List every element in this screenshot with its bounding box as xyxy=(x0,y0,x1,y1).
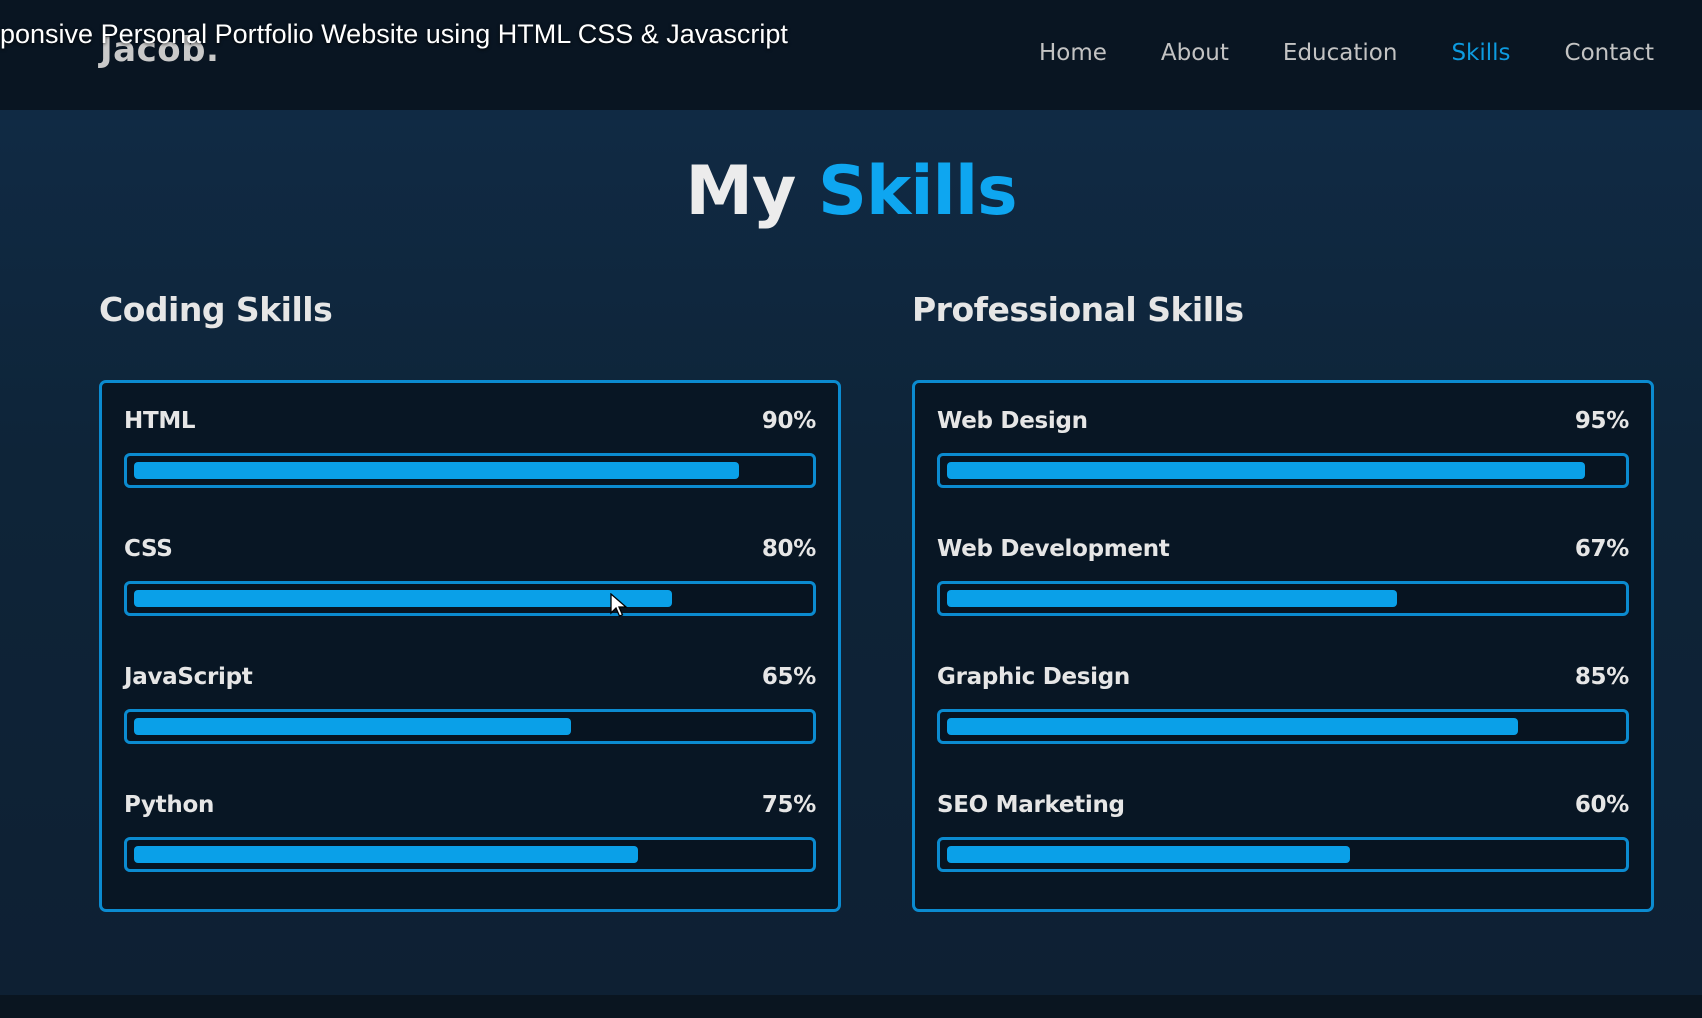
progress-bar xyxy=(937,837,1629,872)
skill-percent: 75% xyxy=(761,792,816,818)
skill-percent: 60% xyxy=(1574,792,1629,818)
progress-fill xyxy=(947,718,1519,735)
coding-skills-title: Coding Skills xyxy=(99,290,333,329)
skill-item: Graphic Design 85% xyxy=(937,661,1629,789)
skill-item: CSS 80% xyxy=(124,533,816,661)
skill-name: Python xyxy=(124,792,215,818)
nav-home[interactable]: Home xyxy=(1038,40,1107,66)
coding-skills-box: HTML 90% CSS 80% JavaScript 65% Python 75% xyxy=(99,380,841,912)
progress-bar xyxy=(937,581,1629,616)
skill-percent: 85% xyxy=(1574,664,1629,690)
professional-skills-title: Professional Skills xyxy=(912,290,1244,329)
progress-fill xyxy=(947,462,1586,479)
skill-item: HTML 90% xyxy=(124,405,816,533)
skills-section: My Skills Coding Skills HTML 90% CSS 80% J… xyxy=(0,110,1702,995)
nav-about[interactable]: About xyxy=(1160,40,1229,66)
progress-fill xyxy=(947,590,1398,607)
main-nav: Home About Education Skills Contact xyxy=(1039,40,1654,66)
progress-fill xyxy=(134,462,739,479)
progress-fill xyxy=(134,846,638,863)
progress-bar xyxy=(124,837,816,872)
video-title-overlay: ponsive Personal Portfolio Website using… xyxy=(0,19,788,49)
nav-education[interactable]: Education xyxy=(1282,40,1398,66)
skill-name: Graphic Design xyxy=(937,664,1131,690)
progress-fill xyxy=(134,718,571,735)
heading-part-skills: Skills xyxy=(818,152,1018,231)
section-heading: My Skills xyxy=(0,152,1702,231)
mouse-cursor-icon xyxy=(610,593,628,617)
skill-name: JavaScript xyxy=(124,664,253,690)
professional-skills-column: Professional Skills Web Design 95% Web De… xyxy=(912,290,1654,912)
progress-bar xyxy=(124,453,816,488)
progress-bar xyxy=(937,453,1629,488)
progress-bar xyxy=(124,709,816,744)
skill-item: Web Development 67% xyxy=(937,533,1629,661)
skill-percent: 90% xyxy=(761,408,816,434)
skill-item: Web Design 95% xyxy=(937,405,1629,533)
progress-bar xyxy=(124,581,816,616)
skill-percent: 67% xyxy=(1574,536,1629,562)
skill-name: HTML xyxy=(124,408,196,434)
progress-fill xyxy=(134,590,672,607)
skill-percent: 95% xyxy=(1574,408,1629,434)
skill-percent: 65% xyxy=(761,664,816,690)
skill-name: CSS xyxy=(124,536,173,562)
skill-item: Python 75% xyxy=(124,789,816,917)
coding-skills-column: Coding Skills HTML 90% CSS 80% JavaScript 6… xyxy=(99,290,841,912)
progress-fill xyxy=(947,846,1351,863)
skill-name: Web Design xyxy=(937,408,1088,434)
skill-item: JavaScript 65% xyxy=(124,661,816,789)
page-bottom-strip xyxy=(0,995,1702,1018)
professional-skills-box: Web Design 95% Web Development 67% Graphic… xyxy=(912,380,1654,912)
heading-part-my: My xyxy=(685,152,796,231)
skill-name: Web Development xyxy=(937,536,1170,562)
skill-percent: 80% xyxy=(761,536,816,562)
skill-name: SEO Marketing xyxy=(937,792,1125,818)
nav-contact[interactable]: Contact xyxy=(1564,40,1654,66)
site-header: Jacob. Home About Education Skills Conta… xyxy=(0,0,1702,110)
skill-item: SEO Marketing 60% xyxy=(937,789,1629,917)
nav-skills[interactable]: Skills xyxy=(1451,40,1511,66)
site-logo[interactable]: Jacob. xyxy=(100,30,220,70)
progress-bar xyxy=(937,709,1629,744)
